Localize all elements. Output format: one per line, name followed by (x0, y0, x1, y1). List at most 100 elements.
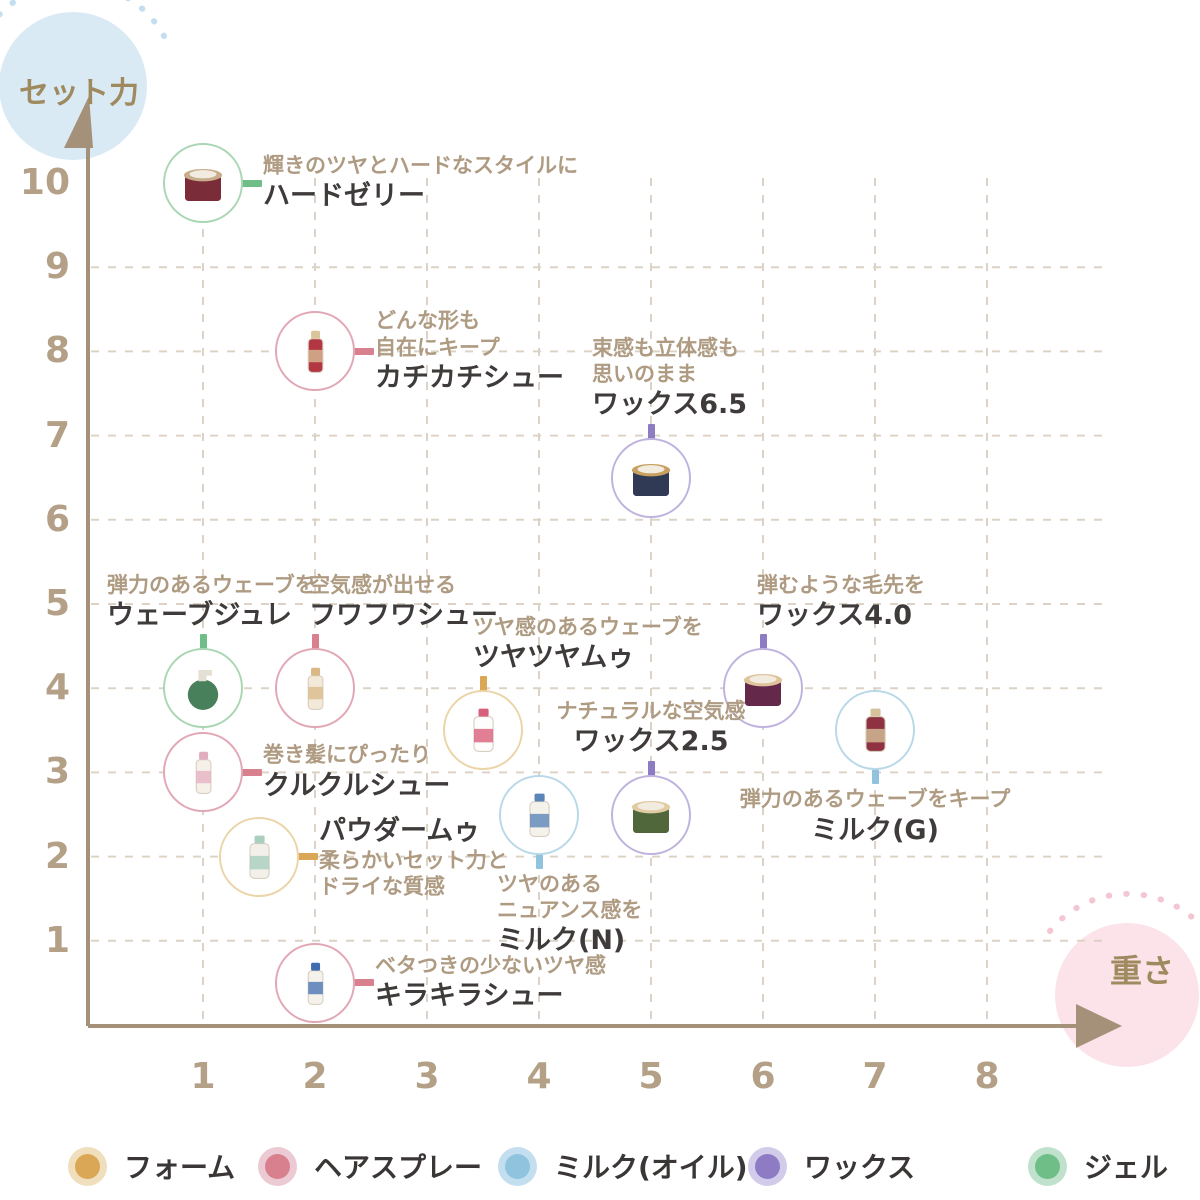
label-connector (353, 347, 374, 355)
label-connector (241, 179, 262, 187)
legend-label: ワックス (804, 1151, 916, 1184)
product-name: ウェーブジュレ (107, 599, 292, 631)
y-axis-bubble (0, 12, 147, 160)
label-connector (241, 768, 262, 776)
label-connector (199, 634, 207, 659)
product-description: 柔らかいセット力と (319, 848, 508, 873)
x-axis-arrow (1076, 1004, 1122, 1048)
product-marker (275, 311, 355, 392)
product-image-bottle (865, 708, 886, 753)
legend-item-gel: ジェル (1027, 1146, 1168, 1186)
product-marker (443, 690, 523, 771)
legend-label: ヘアスプレー (314, 1151, 483, 1184)
legend-label: ミルク(オイル) (554, 1151, 748, 1184)
product-image-jar (631, 463, 671, 496)
x-axis-tick: 1 (190, 1056, 216, 1097)
product-marker (611, 437, 691, 518)
label-connector (479, 676, 487, 701)
product-name: クルクルシュー (263, 770, 451, 802)
product-name: パウダームゥ (319, 815, 481, 847)
product-image-jar (743, 674, 783, 707)
y-axis-tick: 3 (44, 751, 70, 793)
legend-dot (75, 1153, 100, 1179)
product-description: 弾力のあるウェーブを (107, 572, 316, 597)
product-image-spray (307, 331, 324, 374)
product-description: 弾むような毛先を (757, 572, 925, 597)
product-name: ミルク(N) (497, 925, 626, 956)
product-label: ツヤ感のあるウェーブを ツヤツヤムゥ (473, 614, 703, 675)
legend-dot (505, 1153, 530, 1179)
product-image-pump (187, 670, 219, 711)
product-image-spray (307, 667, 324, 711)
product-name: ワックス6.5 (592, 389, 748, 421)
product-image-bottle (473, 708, 494, 753)
product-name: カチカチシュー (375, 362, 564, 394)
product-marker (611, 774, 691, 855)
label-connector (759, 634, 767, 659)
legend-dot (1035, 1153, 1060, 1179)
product-description: ドライな質感 (319, 874, 445, 899)
product-description: ツヤのある (497, 871, 602, 896)
label-connector (311, 634, 319, 659)
product-name: フワフワシュー (309, 599, 498, 631)
product-marker (499, 774, 579, 855)
x-axis-label: 重さ (1109, 952, 1174, 990)
legend-item-wax: ワックス (747, 1146, 915, 1186)
x-axis-tick: 6 (750, 1056, 776, 1097)
product-marker (275, 648, 355, 729)
product-image-jar (183, 168, 223, 201)
product-label: 弾力のあるウェーブをキープ ミルク(G) (740, 786, 1010, 847)
legend-label: フォーム (124, 1151, 236, 1184)
label-connector (871, 760, 879, 785)
legend-item-foam: フォーム (67, 1146, 235, 1186)
label-connector (647, 760, 655, 785)
y-axis-tick: 9 (44, 246, 70, 288)
x-axis-tick: 3 (414, 1056, 440, 1097)
product-name: ハードゼリー (263, 180, 425, 212)
product-description: 輝きのツヤとハードなスタイルに (263, 153, 578, 178)
y-axis-label: セット力 (19, 76, 139, 111)
y-axis-tick: 7 (44, 414, 70, 456)
legend-item-spray: ヘアスプレー (257, 1146, 482, 1186)
product-image-spray (307, 962, 324, 1005)
product-description: 思いのまま (592, 362, 697, 387)
product-marker (163, 143, 243, 223)
product-marker (163, 648, 243, 729)
y-axis-tick: 5 (44, 583, 70, 624)
product-image-jar (631, 800, 671, 833)
product-image-bottle (529, 793, 550, 837)
product-label: パウダームゥ 柔らかいセット力と ドライな質感 (319, 813, 508, 900)
label-connector (297, 853, 318, 861)
product-label: 空気感が出せる フワフワシュー (309, 572, 498, 633)
product-description: 束感も立体感も (592, 335, 739, 360)
product-marker (723, 648, 803, 729)
x-axis-tick: 5 (638, 1056, 664, 1097)
product-name: ワックス4.0 (757, 599, 913, 631)
product-name: ワックス2.5 (573, 726, 729, 758)
product-label: 束感も立体感も 思いのまま ワックス6.5 (592, 335, 747, 422)
y-axis-tick: 8 (44, 330, 70, 372)
product-description: ツヤ感のあるウェーブを (473, 614, 703, 639)
product-name: ツヤツヤムゥ (473, 641, 635, 673)
y-axis-tick: 2 (44, 835, 70, 877)
legend-dot (265, 1153, 290, 1179)
product-description: ニュアンス感を (497, 897, 643, 922)
product-description: 自在にキープ (375, 335, 500, 360)
x-axis-tick: 8 (974, 1056, 1000, 1097)
product-description: ベタつきの少ないツヤ感 (375, 953, 606, 978)
product-label: ツヤのある ニュアンス感をミルク(N) (497, 871, 642, 958)
y-axis-tick: 10 (19, 162, 70, 203)
product-description: 巻き髪にぴったり (263, 743, 431, 768)
product-name: ミルク(G) (811, 814, 939, 846)
x-axis-tick: 4 (526, 1056, 552, 1097)
product-label: 弾むような毛先を ワックス4.0 (757, 572, 925, 633)
label-connector (353, 979, 374, 987)
product-description: ナチュラルな空気感 (556, 698, 746, 723)
y-axis-tick: 1 (44, 919, 70, 961)
x-axis-tick: 7 (862, 1056, 888, 1097)
product-label: 輝きのツヤとハードなスタイルに ハードゼリー (263, 153, 578, 214)
x-axis-tick: 2 (302, 1056, 328, 1097)
legend-item-milk: ミルク(オイル) (497, 1146, 748, 1186)
